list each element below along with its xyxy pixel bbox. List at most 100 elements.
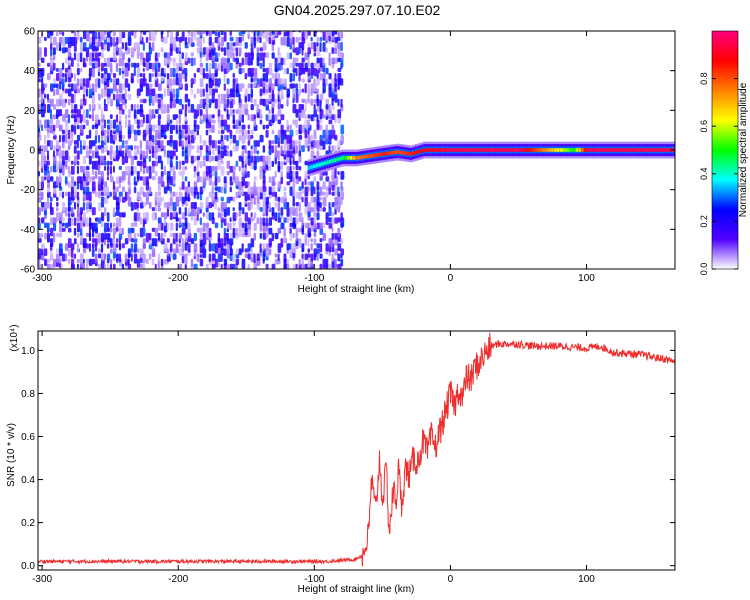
heatmap-cell [316, 36, 319, 43]
heatmap-cell [169, 119, 173, 124]
signal-cell [436, 148, 441, 152]
heatmap-cell [250, 145, 253, 150]
heatmap-cell [47, 31, 51, 34]
y-tick-label: -20 [21, 185, 36, 196]
heatmap-cell [310, 150, 315, 158]
heatmap-cell [100, 42, 104, 50]
heatmap-cell [214, 98, 219, 109]
signal-cell [466, 148, 471, 152]
heatmap-cell [70, 181, 75, 187]
heatmap-cell [241, 176, 245, 186]
heatmap-cell [172, 124, 176, 131]
heatmap-cell [64, 134, 68, 144]
heatmap-cell [295, 145, 298, 154]
heatmap-cell [103, 73, 107, 82]
heatmap-cell [166, 52, 171, 59]
heatmap-cell [226, 47, 230, 57]
heatmap-cell [283, 31, 287, 37]
heatmap-cell [56, 248, 60, 254]
y-tick-label: -60 [21, 265, 36, 276]
heatmap-cell [295, 93, 299, 103]
heatmap-cell [214, 171, 218, 179]
heatmap-cell [295, 171, 299, 179]
heatmap-cell [53, 145, 57, 151]
heatmap-cell [244, 155, 248, 165]
heatmap-cell [289, 243, 292, 250]
heatmap-cell [310, 253, 314, 262]
heatmap-cell [250, 150, 254, 156]
heatmap-cell [229, 36, 234, 42]
heatmap-cell [325, 31, 329, 35]
heatmap-cell [53, 217, 57, 224]
heatmap-cell [166, 140, 171, 146]
heatmap-cell [235, 258, 240, 266]
heatmap-cell [253, 232, 256, 241]
heatmap-cell [247, 227, 251, 238]
heatmap-cell [244, 248, 249, 253]
heatmap-cell [310, 238, 313, 243]
heatmap-cell [47, 196, 50, 205]
heatmap-cell [73, 186, 77, 196]
heatmap-cell [226, 98, 230, 106]
heatmap-cell [97, 104, 102, 110]
signal-cell [642, 148, 647, 152]
heatmap-cell [112, 207, 116, 217]
heatmap-cell [262, 217, 266, 227]
heatmap-cell [64, 243, 69, 251]
heatmap-cell [181, 62, 184, 71]
heatmap-cell [109, 160, 113, 166]
heatmap-cell [139, 202, 144, 209]
heatmap-cell [79, 165, 84, 173]
heatmap-cell [196, 155, 201, 161]
heatmap-cell [166, 104, 170, 114]
heatmap-cell [268, 109, 271, 114]
heatmap-cell [82, 258, 85, 264]
heatmap-cell [88, 31, 92, 34]
heatmap-cell [226, 232, 229, 242]
heatmap-cell [340, 191, 344, 200]
heatmap-cell [184, 232, 188, 243]
heatmap-cell [313, 232, 317, 238]
heatmap-cell [208, 176, 212, 186]
heatmap-cell [196, 47, 200, 54]
heatmap-cell [148, 202, 152, 209]
heatmap-cell [62, 140, 65, 149]
heatmap-cell [211, 186, 214, 194]
heatmap-cell [256, 202, 261, 210]
heatmap-cell [139, 140, 142, 149]
heatmap-cell [229, 222, 232, 230]
heatmap-cell [247, 114, 250, 121]
heatmap-cell [112, 140, 115, 145]
heatmap-cell [340, 171, 345, 180]
heatmap-cell [253, 119, 256, 127]
heatmap-cell [154, 160, 159, 167]
heatmap-cell [262, 52, 266, 58]
heatmap-cell [53, 181, 57, 189]
heatmap-cell [256, 31, 261, 36]
heatmap-cell [241, 67, 245, 73]
heatmap-cell [286, 150, 291, 158]
heatmap-cell [166, 88, 171, 96]
signal-cell [458, 148, 462, 152]
heatmap-cell [190, 258, 194, 268]
heatmap-cell [82, 181, 87, 188]
heatmap-cell [322, 42, 326, 52]
heatmap-cell [319, 104, 322, 113]
heatmap-cell [124, 171, 128, 176]
heatmap-cell [301, 243, 305, 252]
heatmap-cell [205, 93, 209, 104]
heatmap-cell [250, 104, 254, 111]
heatmap-cell [160, 232, 164, 241]
heatmap-cell [163, 57, 167, 67]
heatmap-cell [301, 57, 305, 63]
heatmap-cell [56, 73, 60, 81]
heatmap-cell [295, 119, 298, 128]
heatmap-cell [226, 150, 229, 157]
heatmap-cell [235, 160, 239, 167]
signal-cell [564, 148, 569, 152]
heatmap-cell [247, 31, 250, 35]
heatmap-cell [304, 222, 308, 229]
heatmap-cell [148, 119, 151, 129]
heatmap-cell [271, 129, 275, 135]
